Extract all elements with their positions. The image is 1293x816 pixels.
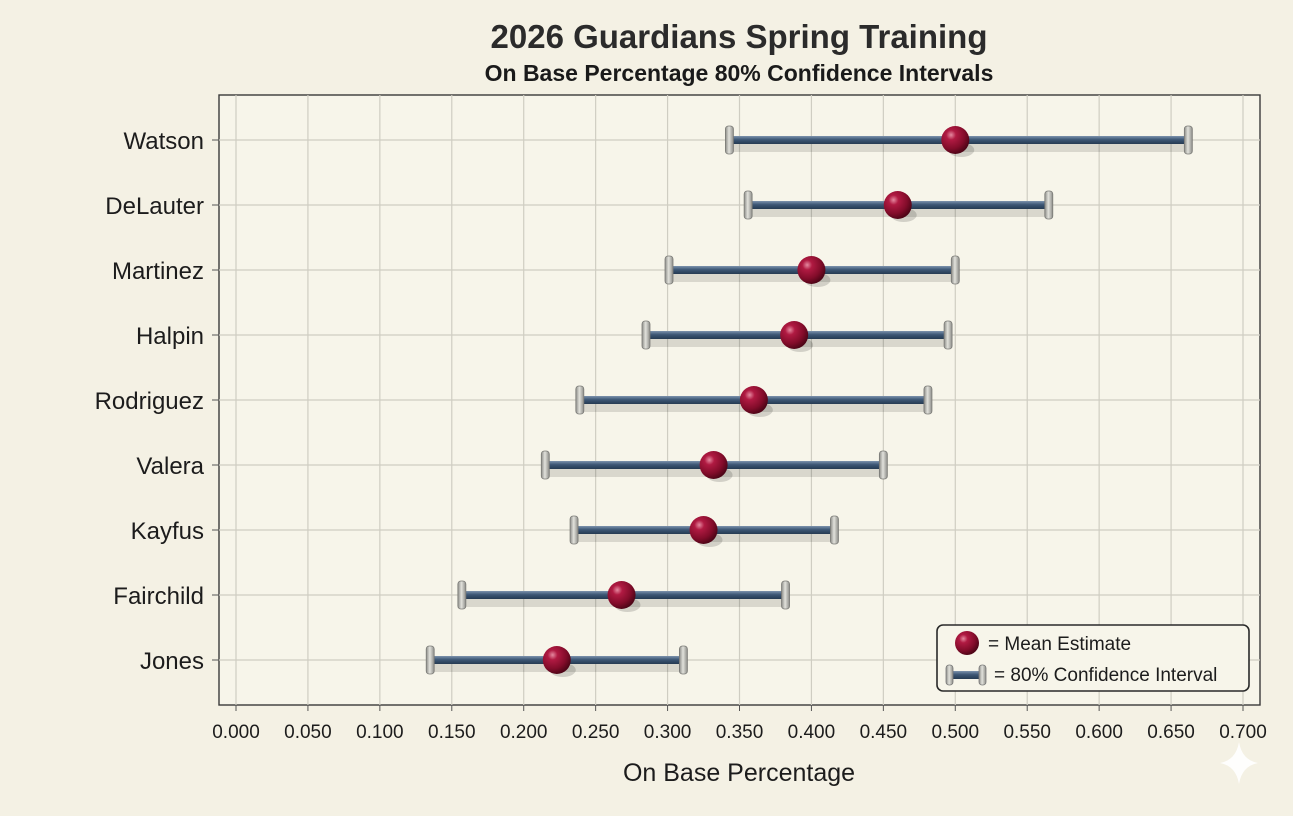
interval-low-cap [743, 190, 753, 220]
mean-estimate-point [607, 581, 636, 609]
x-tick-label: 0.700 [1219, 722, 1267, 743]
interval-low-cap [664, 255, 674, 285]
x-tick-label: 0.650 [1147, 722, 1195, 743]
legend-interval-label: = 80% Confidence Interval [994, 665, 1217, 686]
interval-high-cap [678, 645, 688, 675]
mean-estimate-point [542, 646, 571, 674]
interval-low-cap [641, 320, 651, 350]
mean-estimate-point [797, 256, 826, 284]
player-label: Jones [140, 648, 204, 675]
player-label: Watson [124, 128, 204, 155]
interval-high-cap [923, 385, 933, 415]
interval-high-cap [943, 320, 953, 350]
x-tick-label: 0.000 [212, 722, 260, 743]
interval-low-cap [457, 580, 467, 610]
mean-estimate-point [689, 516, 718, 544]
legend-interval-marker [945, 664, 987, 686]
mean-estimate-point [739, 386, 768, 414]
mean-estimate-point [941, 126, 970, 154]
x-tick-label: 0.600 [1075, 722, 1123, 743]
interval-low-cap [540, 450, 550, 480]
mean-estimate-point [780, 321, 809, 349]
interval-high-cap [830, 515, 839, 545]
player-label: DeLauter [105, 193, 204, 220]
legend-mean-marker [955, 631, 979, 655]
x-tick-label: 0.100 [356, 722, 404, 743]
player-label: Martinez [112, 258, 204, 285]
x-tick-label: 0.550 [1003, 722, 1051, 743]
x-tick-label: 0.450 [860, 722, 908, 743]
x-tick-label: 0.250 [572, 722, 620, 743]
player-label: Fairchild [113, 583, 204, 610]
sparkle-icon [1220, 742, 1258, 784]
interval-high-cap [1044, 190, 1054, 220]
interval-high-cap [950, 255, 960, 285]
x-tick-label: 0.150 [428, 722, 476, 743]
chart-title: 2026 Guardians Spring Training [490, 18, 988, 55]
player-label: Kayfus [131, 518, 204, 545]
interval-low-cap [569, 515, 579, 545]
interval-high-cap [878, 450, 888, 480]
x-tick-label: 0.500 [932, 722, 980, 743]
interval-high-cap [781, 580, 790, 610]
x-tick-label: 0.400 [788, 722, 836, 743]
mean-estimate-point [699, 451, 728, 479]
x-tick-label: 0.200 [500, 722, 548, 743]
legend-box [936, 624, 1250, 692]
interval-low-cap [575, 385, 585, 415]
x-axis-label: On Base Percentage [623, 759, 855, 787]
x-tick-label: 0.300 [644, 722, 692, 743]
chart-subtitle: On Base Percentage 80% Confidence Interv… [484, 60, 994, 86]
interval-low-cap [425, 645, 435, 675]
player-label: Valera [136, 453, 204, 480]
legend-mean-label: = Mean Estimate [988, 634, 1131, 655]
legend: = Mean Estimate = 80% Confidence Interva… [936, 624, 1250, 692]
interval-high-cap [1183, 125, 1193, 155]
x-tick-label: 0.050 [284, 722, 332, 743]
player-label: Rodriguez [95, 388, 204, 415]
interval-low-cap [725, 125, 734, 155]
x-tick-label: 0.350 [716, 722, 764, 743]
mean-estimate-point [883, 191, 912, 219]
player-label: Halpin [136, 323, 204, 350]
